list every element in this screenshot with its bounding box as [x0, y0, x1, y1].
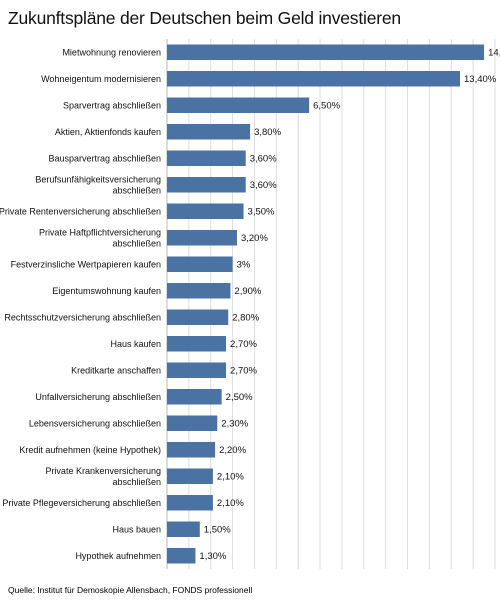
data-label: 6,50% [313, 101, 340, 112]
bar [167, 336, 227, 352]
category-label: abschließen [112, 477, 161, 487]
bar [167, 150, 246, 166]
bar [167, 256, 233, 272]
bar [167, 283, 231, 299]
bar [167, 468, 213, 484]
category-label: Unfallversicherung abschließen [35, 392, 161, 402]
bar [167, 44, 485, 60]
bar [167, 521, 200, 537]
data-label: 2,30% [221, 419, 248, 430]
bar [167, 177, 246, 193]
category-label: Berufsunfähigkeitsversicherung [35, 174, 161, 184]
bar [167, 203, 244, 219]
data-label: 1,50% [204, 525, 231, 536]
bar [167, 389, 222, 405]
data-label: 2,50% [226, 392, 253, 403]
category-label: Private Krankenversicherung [45, 466, 161, 476]
category-label: Lebensversicherung abschließen [29, 418, 161, 428]
bar [167, 442, 216, 458]
data-label: 2,10% [217, 498, 244, 509]
category-label: Eigentumswohnung kaufen [52, 286, 161, 296]
chart-title: Zukunftspläne der Deutschen beim Geld in… [8, 8, 401, 28]
bar [167, 124, 251, 140]
bar [167, 309, 229, 325]
bar [167, 495, 213, 511]
data-label: 3,50% [248, 207, 275, 218]
data-label: 2,90% [234, 286, 261, 297]
data-label: 2,70% [230, 339, 257, 350]
category-label: Festverzinsliche Wertpapieren kaufen [11, 259, 161, 269]
category-label: abschließen [112, 185, 161, 195]
category-label: Kredit aufnehmen (keine Hypothek) [19, 445, 161, 455]
category-label: Mietwohnung renovieren [62, 47, 161, 57]
bar [167, 230, 237, 246]
data-label: 2,10% [217, 472, 244, 483]
bar [167, 71, 461, 87]
category-label: Private Pflegeversicherung abschließen [2, 498, 161, 508]
bar [167, 415, 218, 431]
category-label: Haus bauen [112, 524, 161, 534]
category-label: Kreditkarte anschaffen [71, 365, 161, 375]
data-label: 2,80% [232, 313, 259, 324]
category-label: Rechtsschutzversicherung abschließen [4, 312, 161, 322]
data-label: 3,60% [250, 180, 277, 191]
category-label: Private Rentenversicherung abschließen [0, 206, 161, 216]
data-label: 2,20% [219, 445, 246, 456]
data-label: 13,40% [464, 74, 497, 85]
bar-chart: 14,50% Mietwohnung renovieren 13,40% Wohnei… [0, 39, 500, 569]
bar [167, 362, 227, 378]
category-label: abschließen [112, 238, 161, 248]
data-label: 3,80% [254, 127, 281, 138]
category-label: Bausparvertrag abschließen [48, 153, 161, 163]
category-label: Sparvertrag abschließen [63, 100, 161, 110]
category-label: Hypothek aufnehmen [75, 551, 161, 561]
data-label: 2,70% [230, 366, 257, 377]
data-label: 3,20% [241, 233, 268, 244]
bar [167, 97, 310, 113]
data-label: 14,50% [488, 48, 500, 59]
bar [167, 548, 196, 564]
source-note: Quelle: Institut für Demoskopie Allensba… [8, 585, 253, 595]
category-label: Wohneigentum modernisieren [41, 74, 161, 84]
data-label: 3,60% [250, 154, 277, 165]
category-label: Private Haftpflichtversicherung [39, 227, 161, 237]
category-label: Aktien, Aktienfonds kaufen [55, 127, 161, 137]
data-label: 3% [237, 260, 251, 271]
category-label: Haus kaufen [110, 339, 161, 349]
data-label: 1,30% [199, 551, 226, 562]
